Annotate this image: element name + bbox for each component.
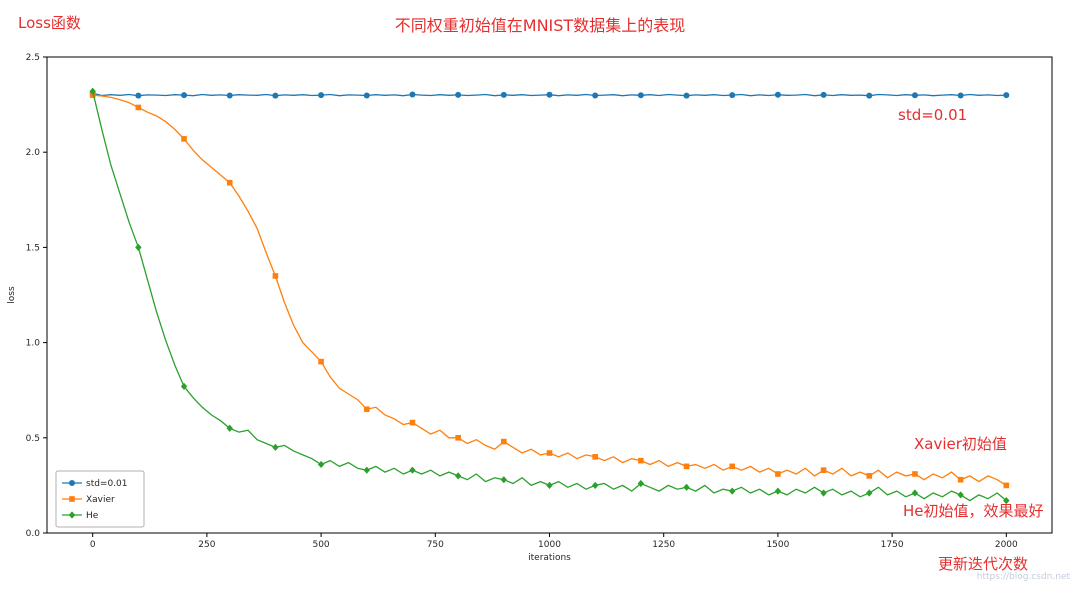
marker-circle: [637, 92, 644, 99]
legend-label: std=0.01: [86, 479, 128, 489]
marker-square: [592, 454, 598, 460]
marker-circle: [272, 92, 279, 99]
marker-circle: [957, 92, 964, 99]
series-line-He: [92, 91, 1007, 502]
marker-square: [820, 467, 827, 473]
marker-square: [638, 457, 644, 464]
marker-diamond: [409, 466, 416, 474]
x-tick-label: 1750: [881, 540, 904, 550]
marker-circle: [774, 91, 781, 98]
x-tick-label: 750: [427, 540, 444, 550]
marker-circle: [683, 92, 690, 99]
marker-circle: [181, 92, 188, 99]
marker-square: [775, 471, 781, 477]
y-tick-label: 2.0: [26, 148, 41, 158]
annotation-std: std=0.01: [898, 106, 968, 124]
x-tick-label: 1500: [766, 540, 789, 550]
marker-diamond: [591, 481, 599, 489]
marker-diamond: [820, 489, 827, 497]
legend-label: Xavier: [86, 495, 115, 505]
marker-circle: [911, 92, 918, 99]
x-tick-label: 1000: [538, 540, 561, 550]
marker-circle: [866, 92, 873, 99]
marker-square: [318, 358, 324, 365]
x-tick-label: 500: [312, 540, 329, 550]
marker-diamond: [683, 483, 690, 491]
marker-diamond: [500, 476, 508, 484]
marker-diamond: [180, 382, 188, 390]
marker-diamond: [774, 487, 782, 495]
marker-square: [912, 471, 918, 477]
legend-box: [55, 470, 145, 528]
marker-circle: [500, 91, 507, 98]
marker-square: [546, 450, 553, 456]
marker-square: [455, 435, 461, 441]
marker-circle: [135, 92, 142, 99]
marker-circle: [820, 91, 827, 98]
y-tick-label: 0.0: [26, 529, 41, 539]
marker-diamond: [135, 243, 142, 251]
marker-diamond: [226, 424, 233, 432]
marker-square: [135, 104, 142, 111]
annotation-loss-function: Loss函数: [18, 14, 81, 32]
marker-circle: [363, 92, 370, 99]
annotation-iterations: 更新迭代次数: [938, 555, 1029, 573]
marker-circle: [1003, 92, 1010, 99]
marker-diamond: [546, 481, 553, 489]
marker-square: [1003, 482, 1010, 489]
marker-square: [957, 476, 964, 483]
marker-circle: [592, 92, 599, 99]
marker-square: [89, 92, 96, 98]
marker-circle: [729, 92, 736, 99]
marker-diamond: [272, 443, 279, 451]
y-tick-label: 0.5: [26, 434, 40, 444]
marker-circle: [409, 91, 416, 98]
marker-diamond: [866, 489, 873, 497]
plot-spines: [46, 56, 1053, 534]
legend: std=0.01 Xavier He: [55, 470, 145, 528]
marker-diamond: [729, 487, 736, 495]
marker-square: [363, 406, 370, 413]
marker-diamond: [89, 87, 96, 95]
marker-diamond: [317, 460, 325, 469]
x-axis-label: iterations: [528, 553, 571, 563]
marker-diamond: [363, 466, 370, 474]
marker-diamond: [911, 489, 919, 497]
marker-diamond: [1003, 497, 1010, 505]
chart-title: 不同权重初始值在MNIST数据集上的表现: [394, 16, 686, 35]
x-tick-label: 0: [90, 540, 96, 550]
marker-square: [729, 463, 736, 470]
annotation-he: He初始值，效果最好: [903, 502, 1044, 520]
y-axis-label: loss: [7, 286, 17, 304]
marker-diamond: [957, 491, 964, 499]
watermark-url: https://blog.csdn.net: [976, 572, 1070, 582]
annotation-xavier: Xavier初始值: [914, 435, 1007, 453]
marker-square: [683, 463, 690, 470]
marker-diamond: [454, 472, 462, 480]
marker-diamond: [68, 511, 76, 519]
marker-square: [181, 136, 187, 142]
marker-circle: [69, 480, 75, 486]
marker-circle: [455, 91, 462, 98]
legend-label: He: [86, 511, 99, 521]
x-tick-label: 250: [198, 540, 215, 550]
marker-diamond: [637, 479, 645, 488]
marker-square: [866, 473, 873, 479]
x-tick-label: 1250: [652, 540, 675, 550]
marker-square: [226, 179, 233, 186]
x-tick-label: 2000: [995, 540, 1018, 550]
y-tick-label: 1.0: [26, 339, 41, 349]
marker-square: [69, 496, 75, 502]
marker-square: [409, 419, 416, 426]
marker-circle: [318, 92, 325, 99]
y-tick-label: 1.5: [26, 243, 40, 253]
marker-square: [501, 438, 507, 445]
marker-circle: [546, 91, 553, 98]
y-tick-label: 2.5: [26, 53, 40, 63]
marker-square: [272, 273, 279, 279]
marker-circle: [226, 92, 233, 99]
